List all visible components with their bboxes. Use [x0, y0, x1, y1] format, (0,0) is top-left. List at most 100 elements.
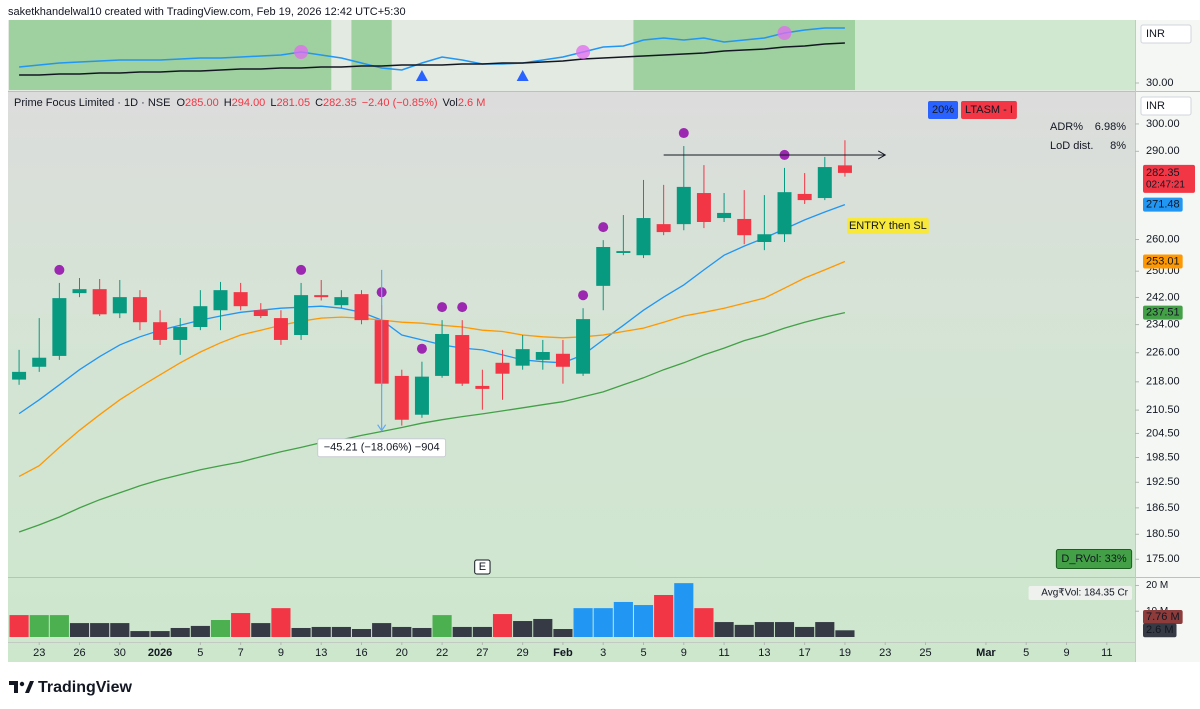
y-tick-label: 204.50 [1146, 427, 1180, 439]
candle-body [72, 289, 87, 294]
candle-body [52, 298, 67, 356]
volume-bar [69, 623, 90, 637]
logo: TradingView [9, 679, 133, 696]
signal-dot [296, 264, 307, 275]
signal-dot [678, 128, 689, 139]
currency-box-text: INR [1146, 100, 1165, 112]
y-tick-label: 186.50 [1146, 502, 1180, 514]
y-tick-label: 198.50 [1146, 451, 1180, 463]
volume-ma-badge [1143, 610, 1183, 625]
candle-body [576, 319, 591, 374]
rvol-badge [1055, 549, 1133, 569]
y-tick-label: 218.00 [1146, 376, 1180, 388]
note-text: ENTRY then SL [849, 220, 927, 232]
candle-body [334, 297, 349, 306]
volume-bar [9, 615, 29, 637]
signal-dot [437, 302, 448, 313]
x-tick-label: 17 [799, 647, 811, 659]
legend-title: Prime Focus Limited · 1D · NSE [14, 97, 170, 109]
measure-label [317, 438, 447, 458]
volume-bar [654, 595, 674, 637]
x-tick-label: 23 [33, 647, 45, 659]
candle-body [173, 327, 188, 340]
volume-bar [412, 627, 432, 637]
x-tick-label: 30 [114, 647, 126, 659]
y-tick-label: 20 M [1146, 580, 1168, 591]
candle-body [435, 333, 450, 376]
measure-label-text: −45.21 (−18.06%) −904 [324, 442, 440, 454]
volume-bar [472, 626, 492, 637]
candle-body [495, 362, 510, 374]
status-badge [961, 101, 1017, 119]
volume-bar [251, 623, 271, 637]
volume-last-badge [1143, 623, 1177, 638]
volume-bar [633, 605, 654, 637]
note [846, 217, 929, 234]
legend: Prime Focus Limited · 1D · NSE O285.00 H29… [14, 97, 485, 109]
x-tick-label: 3 [600, 647, 606, 659]
status-badge-text: LTASM - I [965, 104, 1013, 116]
indicator-line [19, 27, 845, 71]
x-tick-label: 20 [396, 647, 408, 659]
candle-body [757, 234, 772, 243]
stat-value: 8% [1110, 140, 1126, 152]
x-tick-label: 11 [718, 647, 729, 659]
volume-bar [835, 630, 855, 637]
signal-dot [578, 290, 589, 301]
volume-bar [130, 631, 150, 637]
candle-body [797, 193, 812, 201]
candle-body [676, 186, 691, 225]
last-value-badge-text: 253.01 [1146, 255, 1180, 267]
x-tick-label: 2026 [148, 647, 172, 659]
candle-body [696, 193, 711, 222]
y-tick-label: 234.00 [1146, 319, 1180, 331]
x-tick-label: 5 [640, 647, 646, 659]
candle-body [475, 385, 490, 389]
volume-bar [593, 608, 613, 637]
x-tick-label: 5 [197, 647, 203, 659]
currency-box-text: INR [1146, 28, 1165, 40]
volume-bar [271, 608, 291, 637]
volume-bar [714, 622, 734, 637]
candle-body [636, 218, 651, 256]
volume-bar [774, 622, 795, 637]
currency-box [1140, 24, 1192, 44]
last-value-badge [1143, 197, 1183, 212]
volume-bar [674, 583, 694, 637]
volume-bar [29, 615, 49, 637]
candle-body [777, 192, 792, 235]
volume-bar [754, 622, 774, 637]
highlight-span [351, 20, 392, 90]
indicator-circle [777, 26, 792, 40]
x-tick-label: 23 [879, 647, 891, 659]
x-tick-label: 27 [476, 647, 488, 659]
legend-change: −2.40 (−0.85%) [362, 97, 438, 109]
candle-body [32, 357, 47, 367]
status-badge-text: 20% [932, 104, 954, 116]
x-tick-label: Mar [976, 647, 996, 659]
candle-body [12, 371, 27, 380]
moving-average [18, 260, 846, 477]
volume-bar [291, 627, 311, 637]
candle-body [273, 318, 288, 340]
volume-bar [170, 627, 190, 637]
volume-bar [210, 619, 231, 637]
x-tick-label: 25 [919, 647, 931, 659]
legend-vol-key: Vol [443, 97, 458, 109]
volume-bar [49, 615, 69, 637]
last-value-badge [1143, 254, 1183, 269]
y-tick-label: 180.50 [1146, 528, 1180, 540]
x-tick-label: 29 [517, 647, 529, 659]
x-tick-label: 7 [238, 647, 244, 659]
volume-bar [613, 601, 633, 637]
y-tick-label: 175.00 [1146, 553, 1180, 565]
x-tick-label: 9 [681, 647, 687, 659]
candle-body [515, 349, 530, 366]
volume-bar [392, 626, 412, 637]
volume-last-badge-text: 2.6 M [1146, 624, 1174, 636]
x-tick-label: 13 [758, 647, 770, 659]
rvol-badge-text: D_RVol: 33% [1061, 553, 1126, 565]
candle-body [294, 295, 309, 336]
